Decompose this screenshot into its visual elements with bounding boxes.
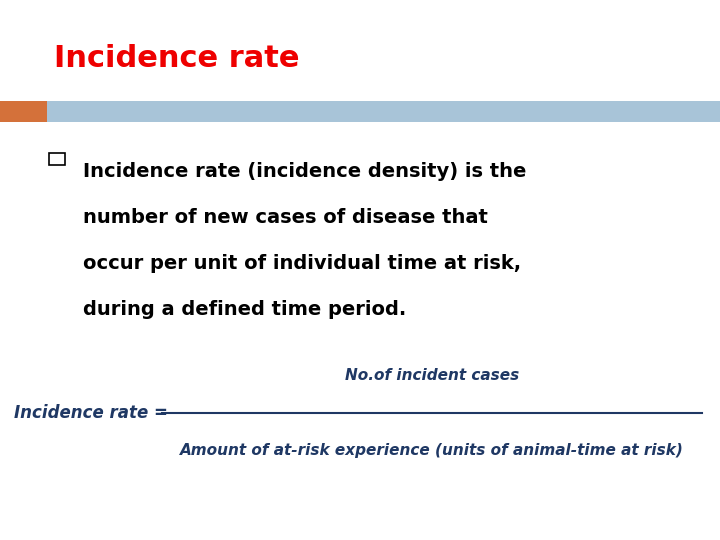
Text: Incidence rate =: Incidence rate = [14,404,168,422]
Text: Incidence rate: Incidence rate [54,44,300,73]
Text: Incidence rate (incidence density) is the: Incidence rate (incidence density) is th… [83,162,526,181]
Text: No.of incident cases: No.of incident cases [345,368,519,383]
Text: Amount of at-risk experience (units of animal-time at risk): Amount of at-risk experience (units of a… [180,443,684,458]
Bar [47,101,720,122]
Text: number of new cases of disease that: number of new cases of disease that [83,208,487,227]
Bar [0,101,47,122]
Text: occur per unit of individual time at risk,: occur per unit of individual time at ris… [83,254,521,273]
Text: during a defined time period.: during a defined time period. [83,300,406,319]
Bar [49,153,65,165]
